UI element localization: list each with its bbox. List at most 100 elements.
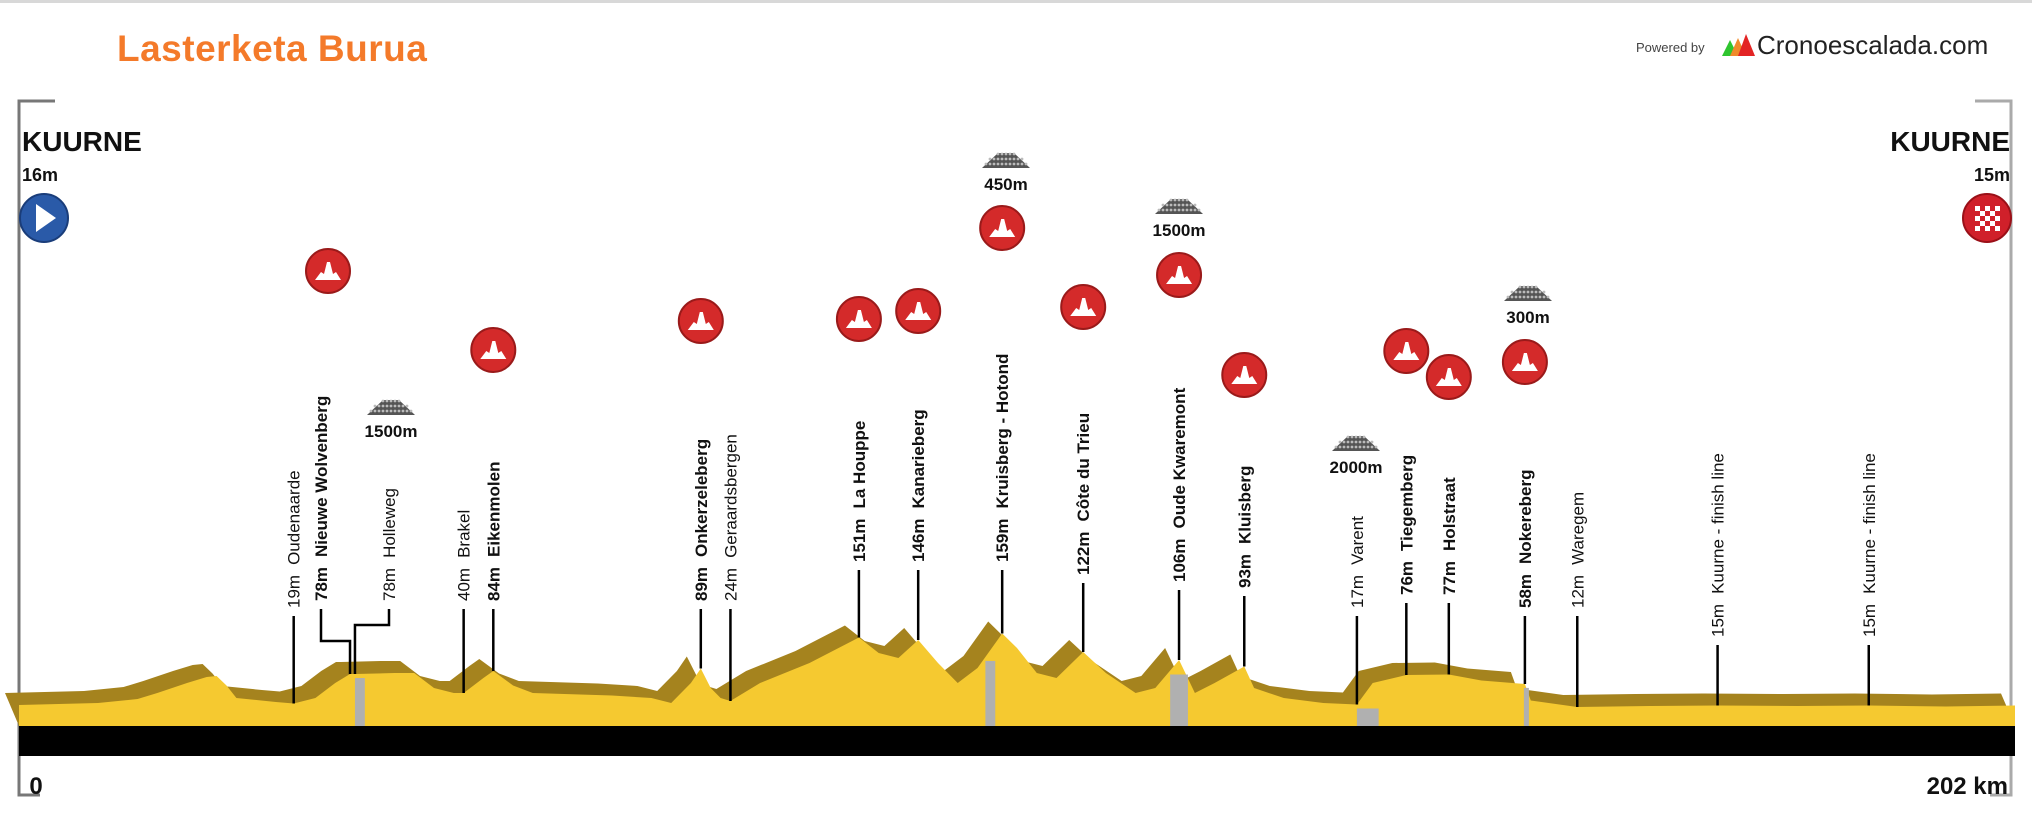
cobble-length: 1500m <box>365 422 418 441</box>
marker-line <box>353 609 391 674</box>
marker-onkerzeleberg: 89m Onkerzeleberg <box>677 298 724 669</box>
climb-mountain-icon <box>895 288 942 334</box>
marker-elevation: 24m <box>721 568 740 601</box>
marker-varent: 17m Varent 2000m <box>1330 435 1383 705</box>
cobbles-icon: 1500m <box>1153 198 1206 240</box>
start-name: KUURNE <box>22 126 142 157</box>
marker-name: Oude Kwaremont <box>1170 387 1189 528</box>
marker-c-te-du-trieu: 122m Côte du Trieu <box>1060 284 1107 652</box>
frame-right-bracket <box>1975 99 2013 797</box>
axis-end-label: 202 km <box>1927 773 2008 800</box>
climb-mountain-icon <box>979 205 1026 251</box>
marker-elevation: 93m <box>1235 554 1254 588</box>
marker-brakel: 40m Brakel <box>455 510 474 693</box>
cobbles-icon: 300m <box>1504 285 1552 327</box>
marker-elevation: 89m <box>692 567 711 601</box>
marker-elevation: 78m <box>380 568 399 601</box>
start-play-icon <box>19 193 69 243</box>
cobble-sector <box>1523 687 1529 726</box>
finish-elevation: 15m <box>1974 165 2010 185</box>
marker-holleweg: 78m Holleweg 1500m <box>353 399 418 674</box>
marker-elevation: 17m <box>1348 575 1367 608</box>
cobble-sector <box>1170 674 1188 726</box>
marker-name: Geraardsbergen <box>721 434 740 558</box>
cobbles-icon: 1500m <box>365 399 418 441</box>
axis-start-label: 0 <box>29 773 42 800</box>
marker-elevation: 77m <box>1440 561 1459 595</box>
marker-elevation: 58m <box>1516 574 1535 608</box>
marker-elevation: 78m <box>312 567 331 601</box>
powered-by-label: Powered by <box>1636 40 1705 55</box>
terrain-area <box>19 633 2015 726</box>
cobbles-icon: 450m <box>982 152 1030 194</box>
cobble-sector <box>985 660 996 726</box>
cronoescalada-logo-icon <box>1722 34 1755 56</box>
climb-mountain-icon <box>470 327 517 373</box>
marker-name: Kluisberg <box>1235 466 1254 544</box>
terrain <box>5 621 2015 726</box>
marker-elevation: 106m <box>1170 539 1189 582</box>
cobble-sector <box>354 678 365 726</box>
marker-name: Holleweg <box>380 488 399 558</box>
start-finish: KUURNE 16m KUURNE 15m 0 202 km <box>19 126 2012 800</box>
marker-name: Kuurne - finish line <box>1709 453 1728 594</box>
marker-name: Côte du Trieu <box>1074 413 1093 522</box>
marker-kuurne-finish-line: 15m Kuurne - finish line <box>1860 453 1879 706</box>
cobble-length: 1500m <box>1153 221 1206 240</box>
climb-mountain-icon <box>1221 352 1268 398</box>
marker-tiegemberg: 76m Tiegemberg <box>1383 328 1430 675</box>
marker-kruisberg-hotond: 159m Kruisberg - Hotond 450m <box>979 152 1030 634</box>
climb-mountain-icon <box>1501 339 1548 385</box>
cobble-sector <box>1356 708 1379 726</box>
marker-elevation: 122m <box>1074 532 1093 575</box>
climb-mountain-icon <box>835 296 882 342</box>
marker-kanarieberg: 146m Kanarieberg <box>895 288 942 640</box>
marker-name: Waregem <box>1568 492 1587 565</box>
climb-mountain-icon <box>1156 252 1203 298</box>
finish-name: KUURNE <box>1890 126 2010 157</box>
marker-name: Onkerzeleberg <box>692 439 711 557</box>
marker-elevation: 76m <box>1397 561 1416 595</box>
marker-elevation: 19m <box>285 575 304 608</box>
marker-elevation: 151m <box>850 519 869 562</box>
marker-name: La Houppe <box>850 421 869 509</box>
cobble-length: 2000m <box>1330 458 1383 477</box>
marker-kluisberg: 93m Kluisberg <box>1221 352 1268 667</box>
marker-holstraat: 77m Holstraat <box>1425 354 1472 675</box>
top-border <box>0 0 2032 3</box>
markers: 19m Oudenaarde 78m Nieuwe Wolvenberg 78m Holl… <box>285 152 1879 707</box>
marker-name: Nieuwe Wolvenberg <box>312 396 331 557</box>
marker-eikenmolen: 84m Eikenmolen <box>470 327 517 671</box>
marker-name: Nokereberg <box>1516 469 1535 563</box>
road-bar <box>19 726 2015 756</box>
marker-nokereberg: 58m Nokereberg 300m <box>1501 285 1552 684</box>
marker-la-houppe: 151m La Houppe <box>835 296 882 638</box>
marker-elevation: 84m <box>484 567 503 601</box>
marker-name: Kruisberg - Hotond <box>993 354 1012 509</box>
finish-checkered-icon <box>1962 193 2012 243</box>
marker-elevation: 12m <box>1568 575 1587 608</box>
page-title: Lasterketa Burua <box>117 28 428 69</box>
marker-geraardsbergen: 24m Geraardsbergen <box>721 434 740 701</box>
climb-mountain-icon <box>1425 354 1472 400</box>
marker-oudenaarde: 19m Oudenaarde <box>285 470 304 704</box>
marker-name: Oudenaarde <box>285 470 304 565</box>
start-elevation: 16m <box>22 165 58 185</box>
chart-frame <box>17 99 2013 797</box>
cobbles-icon: 2000m <box>1330 435 1383 477</box>
marker-name: Holstraat <box>1440 477 1459 551</box>
climb-mountain-icon <box>677 298 724 344</box>
marker-name: Eikenmolen <box>484 462 503 557</box>
marker-elevation: 40m <box>455 568 474 601</box>
marker-name: Tiegemberg <box>1397 455 1416 551</box>
marker-elevation: 146m <box>909 519 928 562</box>
marker-name: Kuurne - finish line <box>1860 453 1879 594</box>
marker-name: Brakel <box>455 510 474 558</box>
marker-line <box>319 609 352 674</box>
brand-link[interactable]: Cronoescalada.com <box>1757 30 1989 60</box>
marker-nieuwe-wolvenberg: 78m Nieuwe Wolvenberg <box>305 248 352 674</box>
marker-elevation: 159m <box>993 519 1012 562</box>
marker-name: Kanarieberg <box>909 409 928 508</box>
climb-mountain-icon <box>1383 328 1430 374</box>
